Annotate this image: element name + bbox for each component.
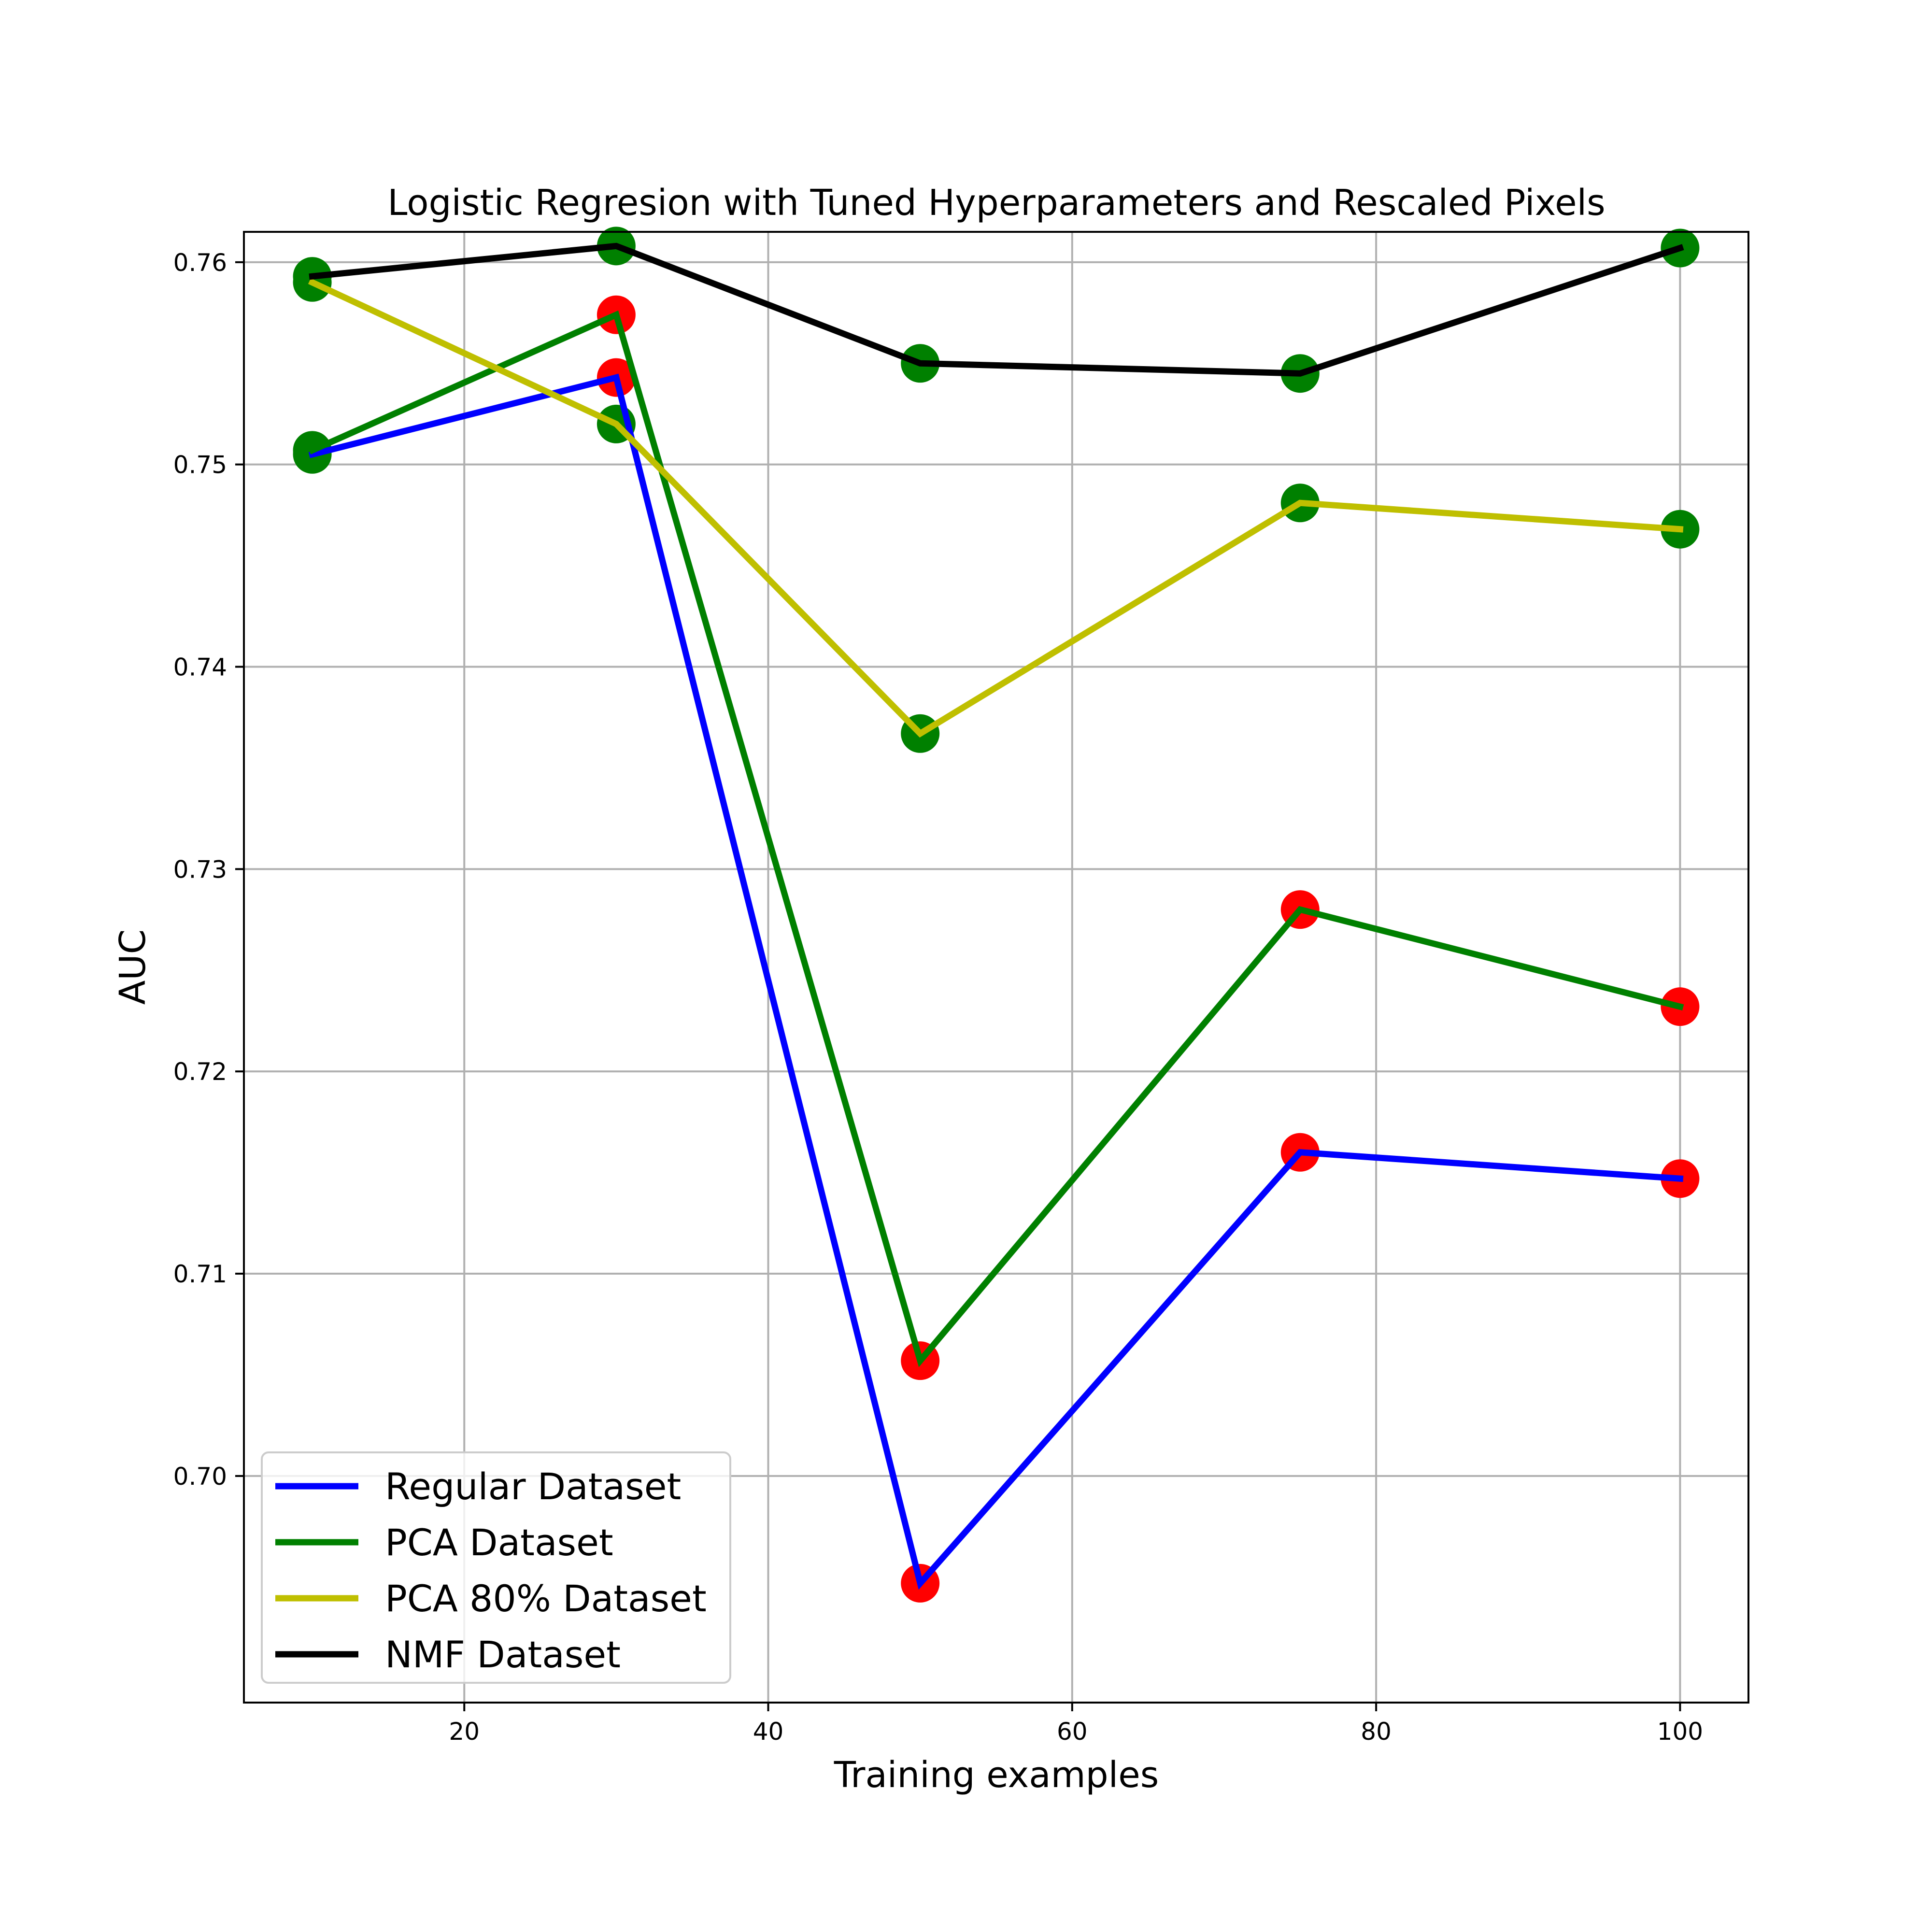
x-axis-label: Training examples xyxy=(834,1754,1159,1796)
legend-label-3: NMF Dataset xyxy=(385,1633,621,1676)
y-tick-label: 0.70 xyxy=(173,1463,227,1491)
y-axis-label: AUC xyxy=(112,929,154,1005)
series-markers xyxy=(293,227,1700,1603)
y-tick-label: 0.75 xyxy=(173,451,227,479)
legend-box xyxy=(261,1451,731,1684)
series-line-1 xyxy=(308,310,1684,1367)
plot-frame xyxy=(243,231,1749,1704)
axis-ticks: 20 40 60 80 100 0.70 0.71 0.72 0.73 0.74 0.75 0.76 xyxy=(173,249,1703,1746)
legend-label-2: PCA 80% Dataset xyxy=(385,1577,707,1620)
series-line-3 xyxy=(309,242,1684,377)
y-tick-label: 0.73 xyxy=(173,855,227,883)
y-tick-label: 0.72 xyxy=(173,1058,227,1086)
chart-title: Logistic Regresion with Tuned Hyperparam… xyxy=(387,182,1605,224)
x-tick-label: 20 xyxy=(449,1718,480,1746)
x-tick-label: 60 xyxy=(1057,1718,1088,1746)
y-tick-label: 0.71 xyxy=(173,1260,227,1288)
series-line-0 xyxy=(308,373,1684,1590)
series-lines xyxy=(308,242,1684,1590)
y-tick-label: 0.76 xyxy=(173,249,227,277)
x-tick-label: 40 xyxy=(753,1718,784,1746)
x-tick-label: 80 xyxy=(1361,1718,1392,1746)
legend: Regular Dataset PCA Dataset PCA 80% Datase… xyxy=(261,1451,731,1684)
legend-label-1: PCA Dataset xyxy=(385,1521,613,1564)
series-line-2 xyxy=(308,278,1684,738)
x-tick-label: 100 xyxy=(1657,1718,1703,1746)
y-tick-label: 0.74 xyxy=(173,653,227,682)
legend-label-0: Regular Dataset xyxy=(385,1465,681,1508)
